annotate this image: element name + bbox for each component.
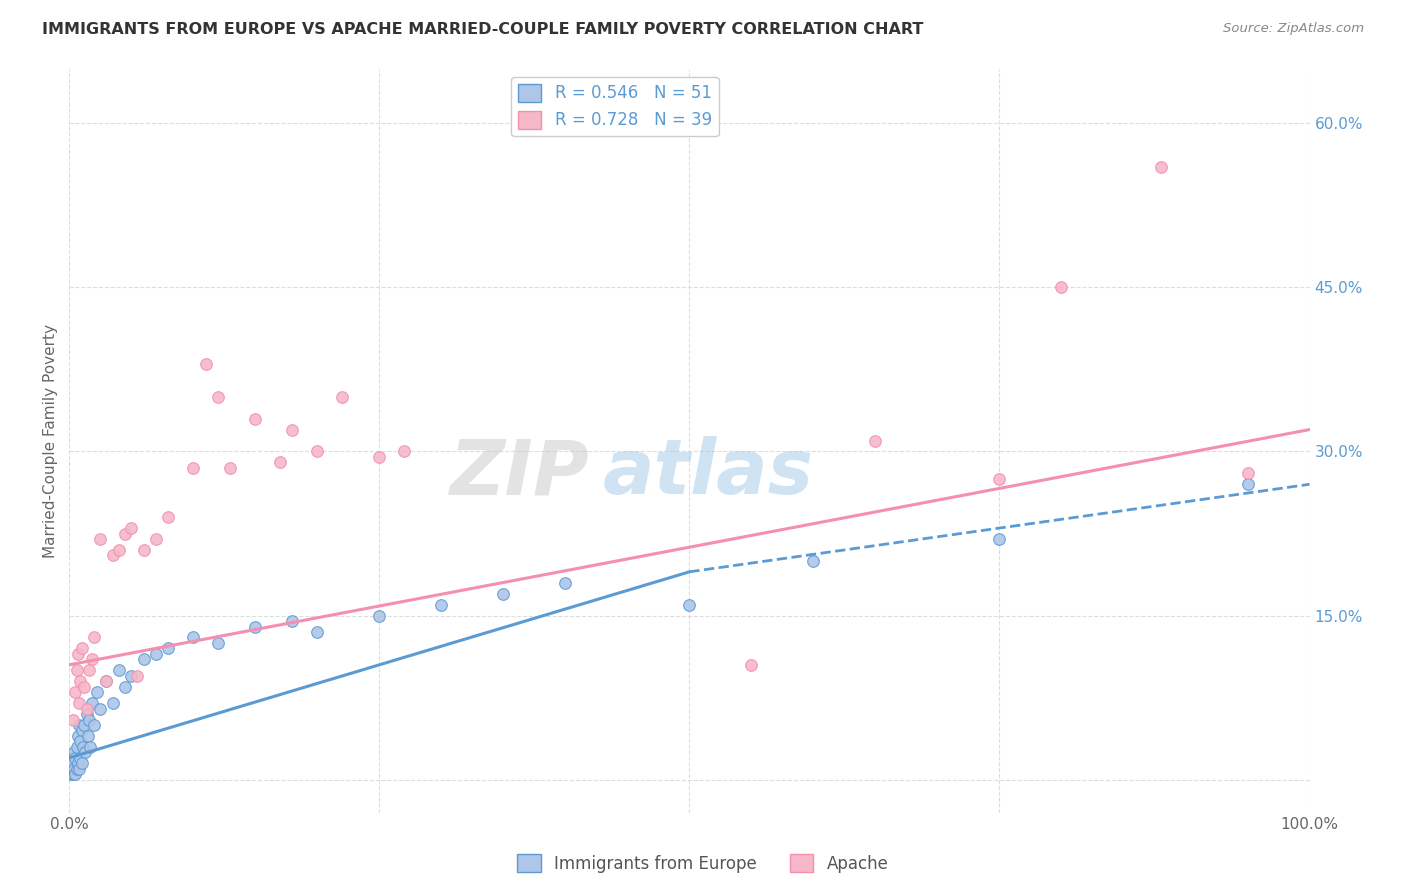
Point <box>66 729 89 743</box>
Point <box>307 444 329 458</box>
Point <box>62 767 84 781</box>
Point <box>368 450 391 464</box>
Point <box>101 549 124 563</box>
Point <box>157 510 180 524</box>
Point <box>96 674 118 689</box>
Point <box>62 713 84 727</box>
Point <box>988 472 1011 486</box>
Point <box>114 526 136 541</box>
Point <box>80 696 103 710</box>
Point <box>1236 467 1258 481</box>
Legend: Immigrants from Europe, Apache: Immigrants from Europe, Apache <box>510 847 896 880</box>
Point <box>120 521 142 535</box>
Point <box>803 554 825 568</box>
Point <box>132 652 155 666</box>
Text: atlas: atlas <box>603 436 814 510</box>
Point <box>181 461 204 475</box>
Point <box>207 636 229 650</box>
Point <box>678 598 700 612</box>
Point <box>66 647 89 661</box>
Point <box>80 652 103 666</box>
Point <box>63 745 86 759</box>
Point <box>73 718 96 732</box>
Legend: R = 0.546   N = 51, R = 0.728   N = 39: R = 0.546 N = 51, R = 0.728 N = 39 <box>512 77 718 136</box>
Point <box>157 641 180 656</box>
Point <box>132 543 155 558</box>
Point <box>330 390 353 404</box>
Point <box>1150 160 1173 174</box>
Point <box>65 767 87 781</box>
Point <box>62 756 84 771</box>
Point <box>1050 280 1073 294</box>
Point <box>368 608 391 623</box>
Point <box>60 762 83 776</box>
Point <box>108 543 131 558</box>
Point <box>75 745 97 759</box>
Point <box>245 619 267 633</box>
Point <box>70 723 93 738</box>
Point <box>89 532 111 546</box>
Text: Source: ZipAtlas.com: Source: ZipAtlas.com <box>1223 22 1364 36</box>
Text: ZIP: ZIP <box>450 436 591 510</box>
Point <box>1236 477 1258 491</box>
Point <box>281 614 304 628</box>
Point <box>67 696 90 710</box>
Point <box>77 713 100 727</box>
Point <box>83 718 105 732</box>
Point <box>67 718 90 732</box>
Point <box>181 631 204 645</box>
Point <box>219 461 242 475</box>
Point <box>865 434 887 448</box>
Point <box>70 641 93 656</box>
Point <box>145 647 167 661</box>
Point <box>72 739 94 754</box>
Point <box>66 756 89 771</box>
Point <box>79 739 101 754</box>
Point <box>307 625 329 640</box>
Point <box>988 532 1011 546</box>
Point <box>120 669 142 683</box>
Point <box>114 680 136 694</box>
Point <box>76 707 98 722</box>
Point <box>76 729 98 743</box>
Point <box>492 587 515 601</box>
Point <box>89 701 111 715</box>
Text: IMMIGRANTS FROM EUROPE VS APACHE MARRIED-COUPLE FAMILY POVERTY CORRELATION CHART: IMMIGRANTS FROM EUROPE VS APACHE MARRIED… <box>42 22 924 37</box>
Y-axis label: Married-Couple Family Poverty: Married-Couple Family Poverty <box>44 324 58 558</box>
Point <box>194 357 217 371</box>
Point <box>108 663 131 677</box>
Point <box>76 701 98 715</box>
Point <box>66 762 89 776</box>
Point <box>65 685 87 699</box>
Point <box>65 751 87 765</box>
Point <box>66 739 89 754</box>
Point <box>554 575 576 590</box>
Point <box>59 767 82 781</box>
Point <box>63 762 86 776</box>
Point <box>69 734 91 748</box>
Point <box>245 411 267 425</box>
Point <box>69 751 91 765</box>
Point <box>73 680 96 694</box>
Point <box>101 696 124 710</box>
Point <box>207 390 229 404</box>
Point <box>392 444 415 458</box>
Point <box>269 455 291 469</box>
Point <box>67 762 90 776</box>
Point <box>77 663 100 677</box>
Point <box>96 674 118 689</box>
Point <box>740 657 762 672</box>
Point <box>69 674 91 689</box>
Point <box>145 532 167 546</box>
Point <box>83 631 105 645</box>
Point <box>127 669 149 683</box>
Point <box>60 751 83 765</box>
Point <box>430 598 453 612</box>
Point <box>86 685 108 699</box>
Point <box>70 756 93 771</box>
Point <box>66 663 89 677</box>
Point <box>281 423 304 437</box>
